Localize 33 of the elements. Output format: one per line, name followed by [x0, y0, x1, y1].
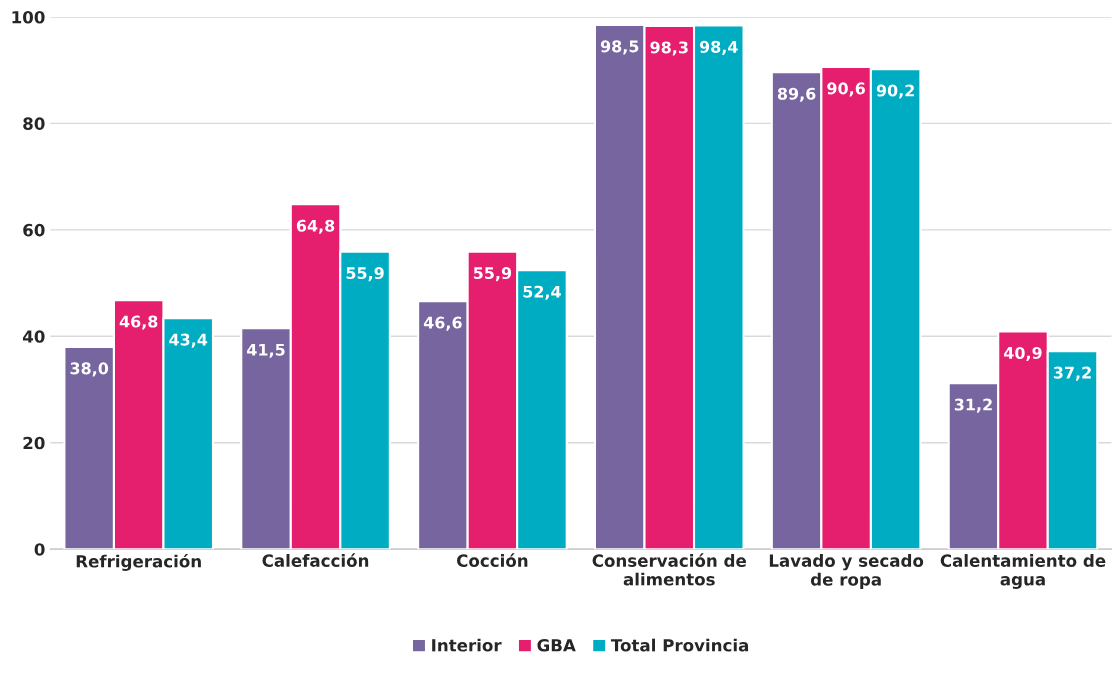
data-label: 98,3 — [650, 41, 688, 56]
legend-label: Total Provincia — [610, 638, 749, 652]
data-label: 55,9 — [473, 267, 512, 282]
data-label: 90,6 — [827, 82, 865, 97]
data-label: 98,4 — [699, 40, 738, 55]
x-tick-label: Calefacción — [262, 553, 369, 567]
data-label: 90,2 — [876, 84, 914, 99]
data-label: 43,4 — [169, 333, 208, 348]
y-tick-label: 60 — [23, 223, 45, 237]
data-label: 55,9 — [346, 267, 384, 282]
x-tick-label: Calentamiento de agua — [940, 554, 1106, 589]
legend-label: GBA — [537, 638, 576, 652]
data-label: 40,9 — [1004, 346, 1042, 361]
y-tick-label: 0 — [34, 543, 45, 556]
data-label: 89,6 — [777, 87, 816, 102]
data-label: 38,0 — [70, 362, 109, 377]
data-label: 46,6 — [423, 316, 462, 331]
y-tick-label: 80 — [23, 117, 45, 130]
data-label: 52,4 — [523, 285, 561, 300]
x-tick-label: Cocción — [457, 553, 528, 567]
y-tick-label: 100 — [12, 10, 45, 24]
y-tick-label: 40 — [22, 330, 45, 343]
x-tick-label: Conservación de alimentos — [592, 553, 746, 586]
data-label: 41,5 — [247, 343, 285, 358]
x-tick-label: Refrigeración — [76, 554, 201, 571]
data-label: 64,8 — [296, 219, 335, 234]
data-label: 98,5 — [600, 40, 639, 55]
data-label: 31,2 — [954, 398, 992, 413]
legend-label: Interior — [432, 638, 502, 652]
data-label: 37,2 — [1053, 366, 1091, 381]
y-tick-label: 20 — [23, 436, 45, 450]
x-tick-label: Lavado y secado de ropa — [769, 554, 924, 589]
data-label: 46,8 — [119, 315, 158, 330]
